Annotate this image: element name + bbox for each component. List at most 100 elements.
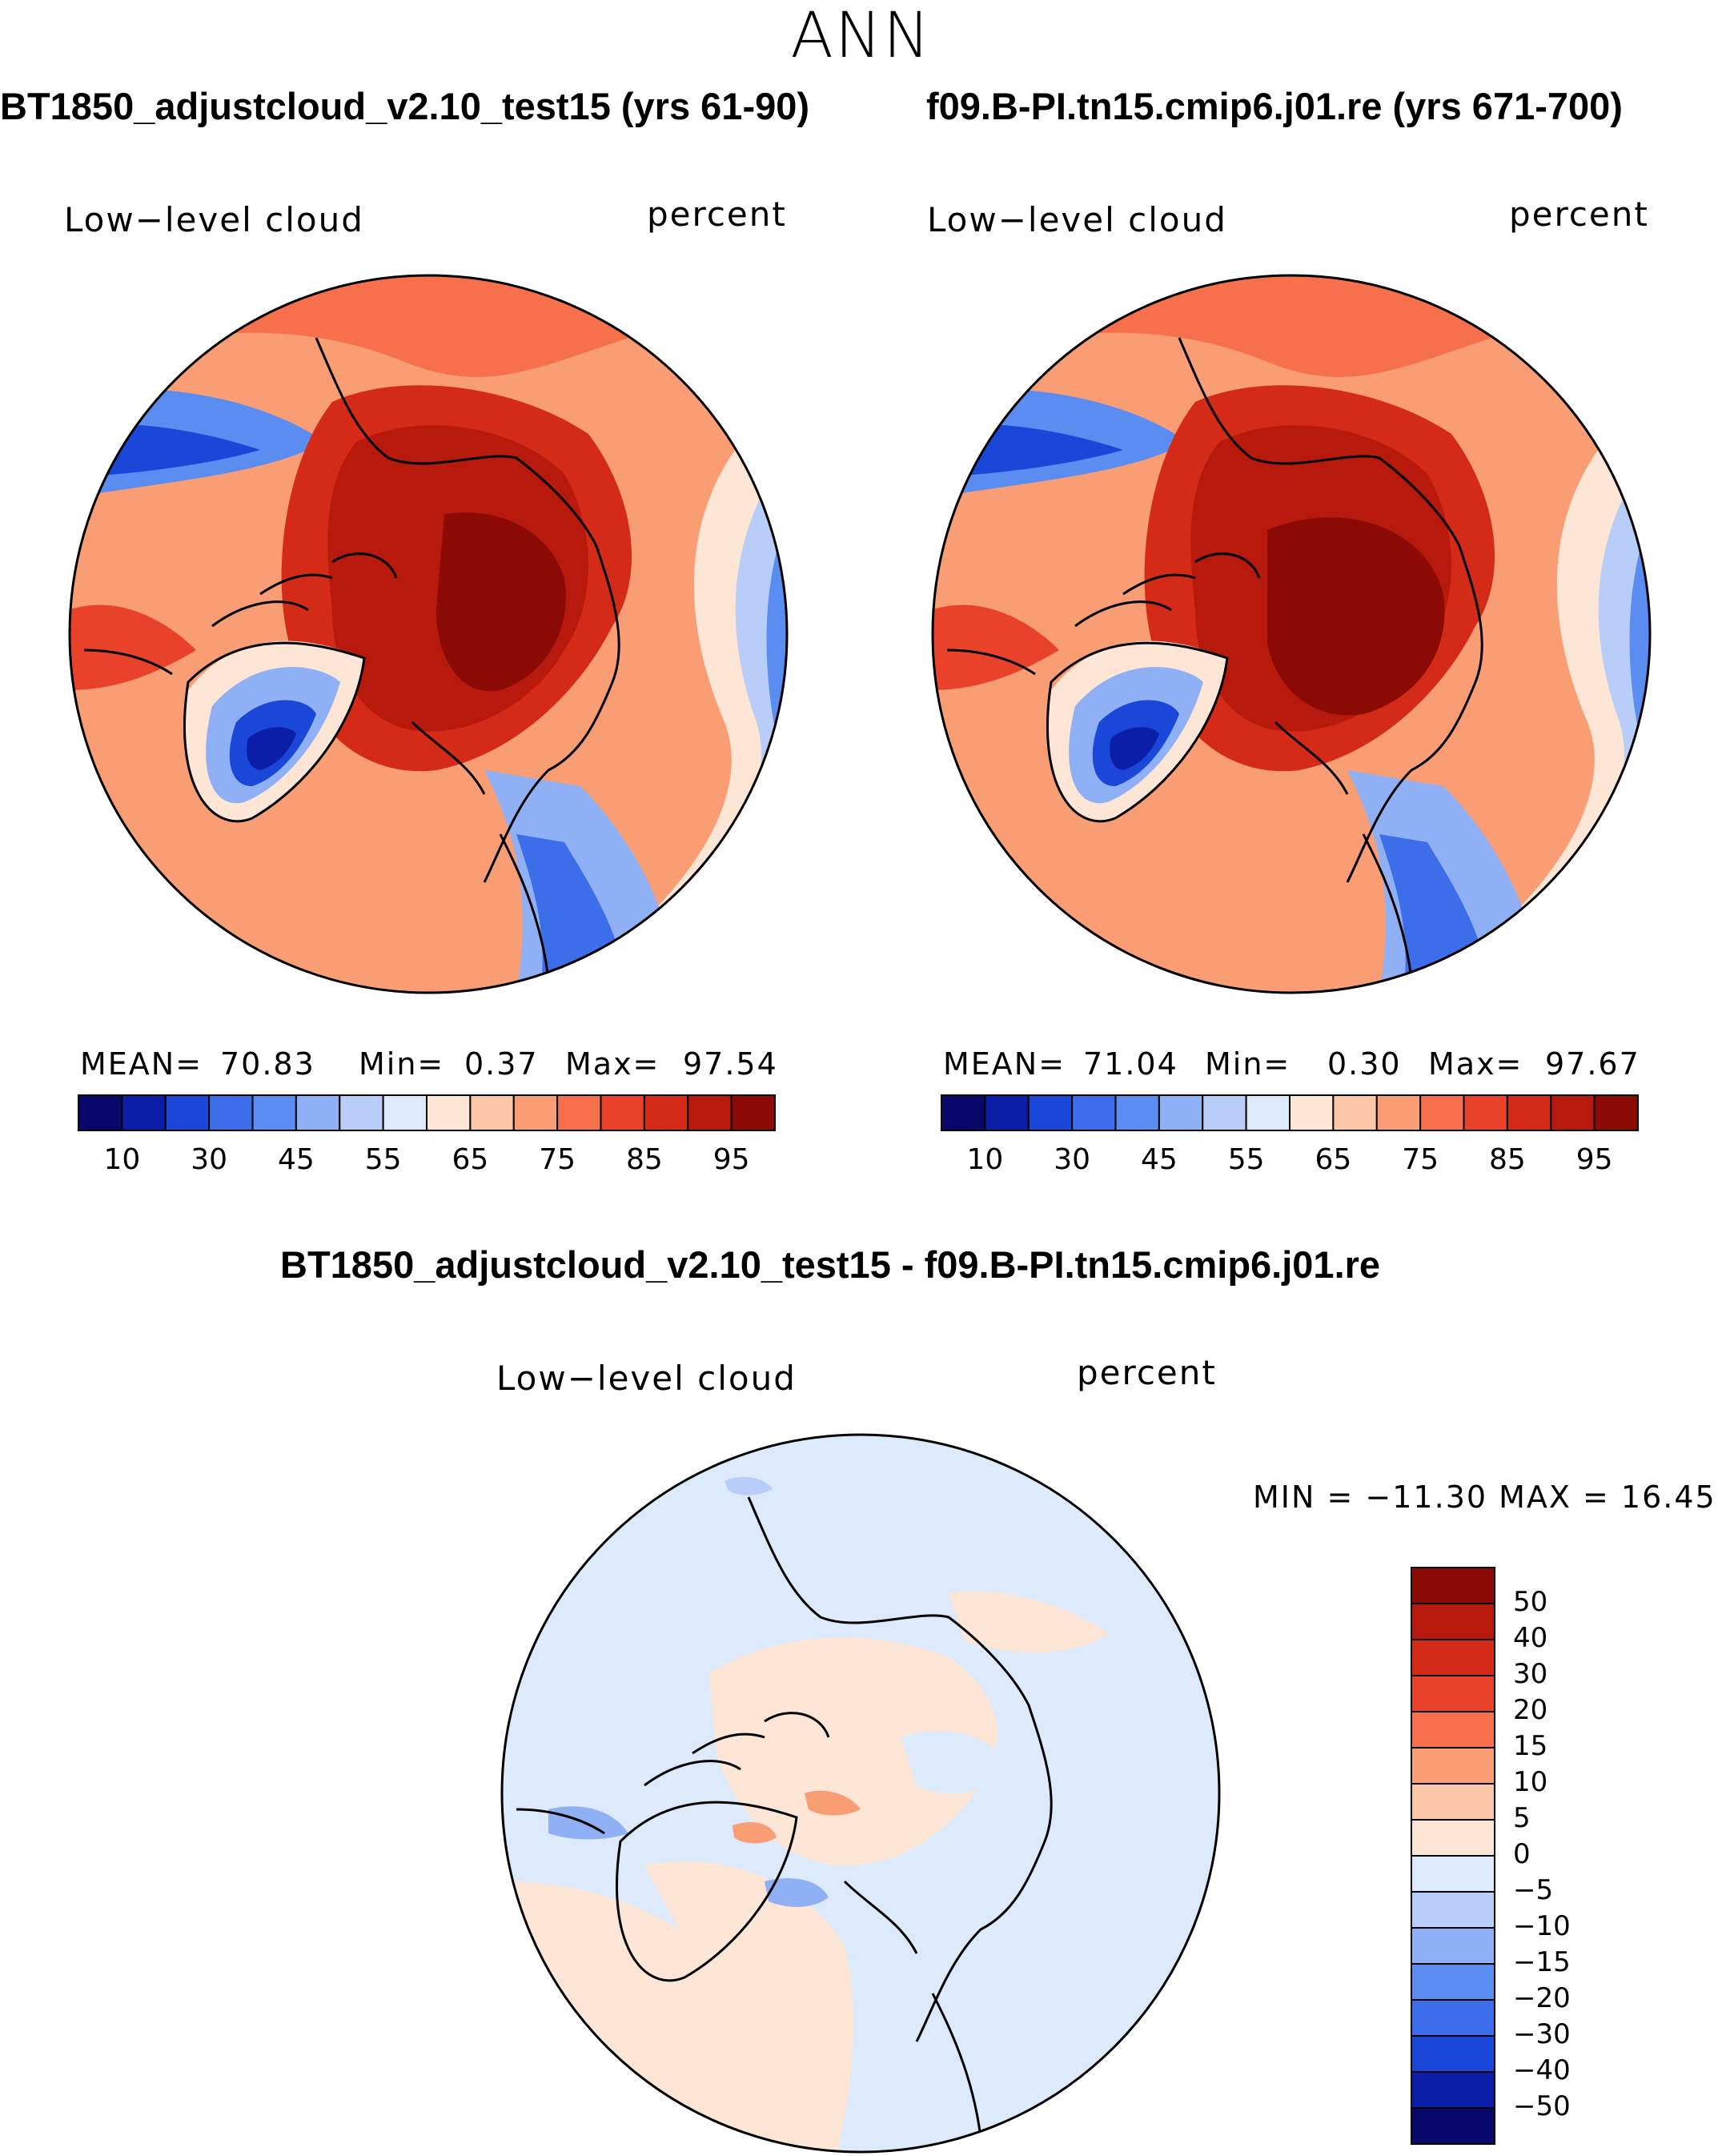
- panel3-colorbar-tick-label: 15: [1513, 1730, 1548, 1762]
- panel2-colorbar-swatch: [1158, 1094, 1204, 1131]
- panel2-colorbar-swatch: [941, 1094, 986, 1131]
- panel1-colorbar-tick-label: 55: [364, 1143, 402, 1176]
- panel3-colorbar-tick-label: 50: [1513, 1586, 1548, 1618]
- panel1-colorbar-swatch: [469, 1094, 515, 1131]
- panel2-mean-label: MEAN=: [943, 1046, 1066, 1082]
- panel2-colorbar-swatch: [1245, 1094, 1290, 1131]
- panel1-mean-value: 70.83: [220, 1046, 315, 1082]
- panel1-colorbar-tick-label: 45: [277, 1143, 315, 1176]
- panel1-colorbar-swatch: [600, 1094, 645, 1131]
- panel1-colorbar-swatch: [556, 1094, 602, 1131]
- panel3-colorbar-swatch: [1411, 1891, 1495, 1929]
- panel2-colorbar-swatch: [1202, 1094, 1247, 1131]
- panel1-colorbar-tick-label: 85: [625, 1143, 663, 1176]
- panel3-colorbar-tick-label: −40: [1513, 2054, 1571, 2086]
- panel2-mean-value: 71.04: [1083, 1046, 1178, 1082]
- panel3-colorbar-tick-label: −15: [1513, 1946, 1571, 1978]
- panel3-range-text: MIN = −11.30 MAX = 16.45: [1253, 1479, 1716, 1515]
- panel2-colorbar-tick-label: 45: [1140, 1143, 1178, 1176]
- panel3-colorbar-tick-label: 0: [1513, 1838, 1531, 1870]
- panel3-colorbar-tick-label: −50: [1513, 2090, 1571, 2122]
- panel3-title: BT1850_adjustcloud_v2.10_test15 - f09.B-…: [280, 1243, 1381, 1286]
- panel3-colorbar: [1411, 1567, 1495, 2145]
- panel3-colorbar-swatch: [1411, 1963, 1495, 2001]
- panel2-variable-label: Low−level cloud: [927, 200, 1227, 239]
- panel3-colorbar-tick-label: 20: [1513, 1694, 1548, 1726]
- panel3-colorbar-tick-label: 10: [1513, 1766, 1548, 1798]
- panel2-colorbar-swatch: [1114, 1094, 1160, 1131]
- panel1-colorbar-tick-label: 75: [539, 1143, 576, 1176]
- panel3-colorbar-swatch: [1411, 1747, 1495, 1785]
- panel2-colorbar-swatch: [1550, 1094, 1596, 1131]
- panel3-colorbar-tick-label: 5: [1513, 1802, 1531, 1834]
- panel3-units-label: percent: [1077, 1353, 1217, 1392]
- panel2-colorbar-swatch: [1289, 1094, 1335, 1131]
- panel2-colorbar: [941, 1094, 1639, 1131]
- panel3-colorbar-tick-label: −5: [1513, 1874, 1554, 1906]
- panel3-colorbar-tick-label: −20: [1513, 1982, 1571, 2014]
- panel2-max-value: 97.67: [1545, 1046, 1640, 1082]
- panel2-colorbar-tick-label: 65: [1315, 1143, 1352, 1176]
- panel1-max-label: Max=: [565, 1046, 660, 1082]
- panel3-colorbar-swatch: [1411, 2035, 1495, 2073]
- panel1-units-label: percent: [647, 195, 787, 234]
- panel3-colorbar-swatch: [1411, 2107, 1495, 2145]
- panel3-colorbar-tick-label: −10: [1513, 1910, 1571, 1942]
- panel2-colorbar-swatch: [1375, 1094, 1422, 1131]
- panel3-colorbar-swatch: [1411, 1711, 1495, 1748]
- panel2-colorbar-tick-label: 95: [1575, 1143, 1613, 1176]
- panel2-max-label: Max=: [1428, 1046, 1523, 1082]
- panel2-colorbar-ticks: 10 30 45 55 65 75 85 95: [941, 1143, 1638, 1178]
- panel2-colorbar-swatch: [1332, 1094, 1378, 1131]
- panel1-colorbar-swatch: [78, 1094, 123, 1131]
- panel2-colorbar-tick-label: 85: [1488, 1143, 1526, 1176]
- panel1-colorbar-tick-label: 10: [103, 1143, 141, 1176]
- panel1-colorbar-swatch: [295, 1094, 341, 1131]
- panel1-colorbar: [78, 1094, 776, 1131]
- panel3-colorbar-swatch: [1411, 1783, 1495, 1821]
- panel1-colorbar-tick-label: 30: [191, 1143, 228, 1176]
- panel2-min-label: Min=: [1205, 1046, 1291, 1082]
- panel1-colorbar-tick-label: 95: [712, 1143, 750, 1176]
- panel1-colorbar-swatch: [251, 1094, 297, 1131]
- panel3-colorbar-tick-label: 30: [1513, 1658, 1548, 1690]
- panel2-min-value: 0.30: [1327, 1046, 1402, 1082]
- panel2-colorbar-swatch: [984, 1094, 1030, 1131]
- panel1-colorbar-swatch: [164, 1094, 211, 1131]
- panel2-colorbar-tick-label: 55: [1227, 1143, 1265, 1176]
- panel1-mean-label: MEAN=: [80, 1046, 203, 1082]
- panel1-colorbar-swatch: [730, 1094, 776, 1131]
- panel3-colorbar-swatch: [1411, 1567, 1495, 1604]
- panel3-colorbar-swatch: [1411, 1603, 1495, 1640]
- panel3-colorbar-swatch: [1411, 1855, 1495, 1893]
- panel3-colorbar-ticks: 50 40 30 20 15 10 5 0 −5 −10 −15 −20 −30 −40 −50: [1513, 1568, 1609, 2144]
- panel1-min-label: Min=: [359, 1046, 445, 1082]
- panel1-min-value: 0.37: [464, 1046, 539, 1082]
- panel1-colorbar-swatch: [426, 1094, 472, 1131]
- panel3-colorbar-swatch: [1411, 1675, 1495, 1712]
- season-title: ANN: [790, 0, 932, 72]
- panel1-colorbar-tick-label: 65: [452, 1143, 489, 1176]
- panel2-colorbar-tick-label: 75: [1402, 1143, 1439, 1176]
- panel3-colorbar-tick-label: −30: [1513, 2018, 1571, 2050]
- panel1-colorbar-swatch: [208, 1094, 254, 1131]
- panel1-colorbar-swatch: [643, 1094, 689, 1131]
- panel3-colorbar-tick-label: 40: [1513, 1622, 1548, 1654]
- panel2-colorbar-tick-label: 10: [966, 1143, 1004, 1176]
- panel2-colorbar-swatch: [1593, 1094, 1639, 1131]
- panel1-colorbar-swatch: [512, 1094, 559, 1131]
- panel1-colorbar-swatch: [339, 1094, 384, 1131]
- panel3-colorbar-swatch: [1411, 2071, 1495, 2109]
- panel2-colorbar-tick-label: 30: [1054, 1143, 1091, 1176]
- panel3-map: [500, 1433, 1221, 2154]
- panel2-map: [931, 274, 1652, 994]
- panel1-colorbar-ticks: 10 30 45 55 65 75 85 95: [78, 1143, 775, 1178]
- panel1-colorbar-swatch: [121, 1094, 167, 1131]
- panel1-max-value: 97.54: [683, 1046, 778, 1082]
- panel1-colorbar-swatch: [382, 1094, 427, 1131]
- panel1-map: [68, 274, 789, 994]
- panel2-colorbar-swatch: [1506, 1094, 1552, 1131]
- panel1-title: BT1850_adjustcloud_v2.10_test15 (yrs 61-…: [0, 85, 810, 127]
- panel1-variable-label: Low−level cloud: [64, 200, 364, 239]
- panel3-colorbar-swatch: [1411, 1999, 1495, 2037]
